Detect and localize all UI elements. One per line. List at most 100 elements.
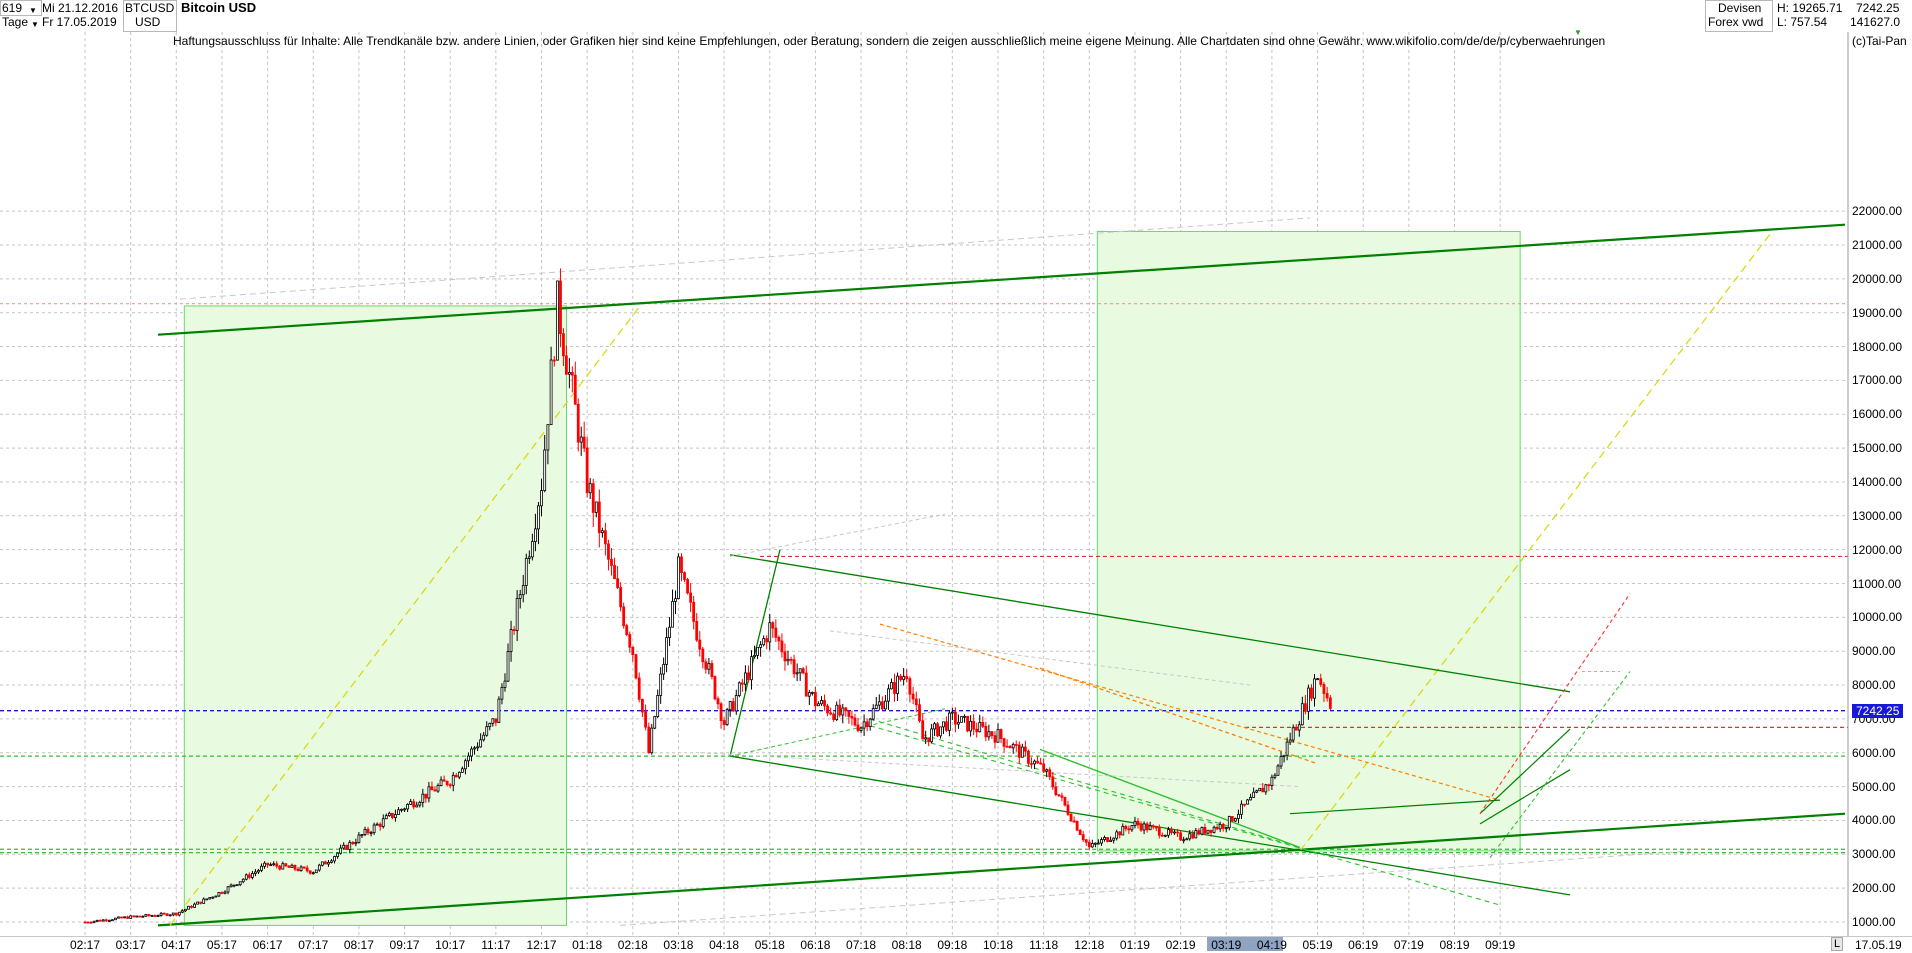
candle-body [83,921,87,924]
candle-body [293,864,297,870]
candle-body [1084,839,1088,843]
candle-body [1103,837,1106,840]
candle-body [1276,765,1280,776]
candle-body [263,862,266,867]
candle-body [299,866,303,871]
candle-body [604,530,607,545]
candle-body [260,865,263,871]
volume-value: 141627.0 [1850,15,1901,29]
candle-body [214,895,218,898]
candle-body [208,897,212,900]
candle-body [1145,823,1149,831]
candle-body [95,919,99,922]
candle-body [1303,703,1307,712]
candle-body [960,716,963,723]
x-tick-label: 04:18 [709,938,740,952]
candle-body [868,718,872,728]
candle-body [512,629,516,632]
wedge-upper-line [729,554,1571,693]
candle-body [527,556,531,559]
candle-body [801,668,805,674]
candle-body [1130,825,1134,831]
candle-body [963,715,966,718]
candle-body [987,731,991,738]
candle-body [485,726,489,736]
candle-body [942,721,945,728]
candle-body [1151,825,1155,828]
source-label: Forex vwd [1708,15,1764,29]
candle-body [947,712,951,731]
candle-body [250,873,254,878]
candle-body [1020,746,1024,758]
candle-body [914,698,918,706]
marker-triangle-icon: ▼ [1574,28,1582,37]
x-tick-label: 11:17 [481,938,511,952]
candle-body [1319,678,1323,685]
candle-body [804,672,808,697]
projection-zone [1096,230,1521,852]
candle-body [680,556,683,573]
candle-body [939,726,942,737]
red-diagonal-1 [1479,593,1631,814]
candle-body [789,658,793,661]
candle-body [1075,820,1079,831]
candle-body [123,916,126,919]
candle-body [476,746,479,749]
candle-body [795,672,799,675]
candle-body [491,718,495,724]
candle-body [281,863,285,870]
candle-body [880,701,884,710]
count-box[interactable] [0,0,42,16]
candle-body [865,721,869,728]
candle-body [284,863,288,867]
candle-body [713,676,717,700]
x-tick-label: 08:17 [343,938,374,952]
y-tick-label: 19000.00 [1852,305,1903,320]
candle-body [421,793,425,803]
candle-body [631,646,635,656]
candle-body [1078,829,1082,836]
candle-body [832,713,836,720]
candle-body [1121,825,1125,836]
candle-body [877,701,881,706]
date-to: Fr 17.05.2019 [42,15,117,29]
market-box [1705,0,1773,32]
candle-body [625,625,629,635]
candle-body [314,869,318,874]
candle-body [1191,833,1195,839]
y-tick-label: 2000.00 [1852,881,1896,896]
candle-body [750,656,753,681]
candle-body [585,447,589,494]
scroll-handle[interactable]: L [1831,937,1843,951]
x-tick-label: 06:19 [1348,938,1379,952]
candle-body [921,720,925,740]
candle-body [1066,804,1070,815]
period-label[interactable]: Tage [2,15,29,29]
candle-body [162,912,166,915]
candle-body [500,686,504,700]
candle-body [1002,738,1006,747]
period-dropdown-icon[interactable]: ▼ [31,20,39,29]
y-tick-label: 14000.00 [1852,474,1903,489]
candle-body [911,693,915,700]
candle-body [433,789,437,792]
rally-lower-line [1479,769,1571,825]
candle-body [543,449,547,491]
candle-body [165,913,169,917]
candle-body [439,779,443,786]
candle-body [424,793,428,799]
candle-body [701,648,705,663]
count-dropdown-icon[interactable]: ▼ [29,6,37,15]
candle-body [945,721,948,731]
candle-body [1036,760,1039,764]
candle-body [1148,825,1152,831]
symbol-box[interactable] [123,0,177,32]
candle-body [235,884,239,887]
candle-body [387,812,391,817]
faint-line-3 [699,752,1301,788]
y-tick-label: 18000.00 [1852,339,1903,354]
candle-body [1240,803,1243,815]
candle-body [238,881,242,886]
candle-body [689,592,693,603]
candle-body [807,692,811,697]
